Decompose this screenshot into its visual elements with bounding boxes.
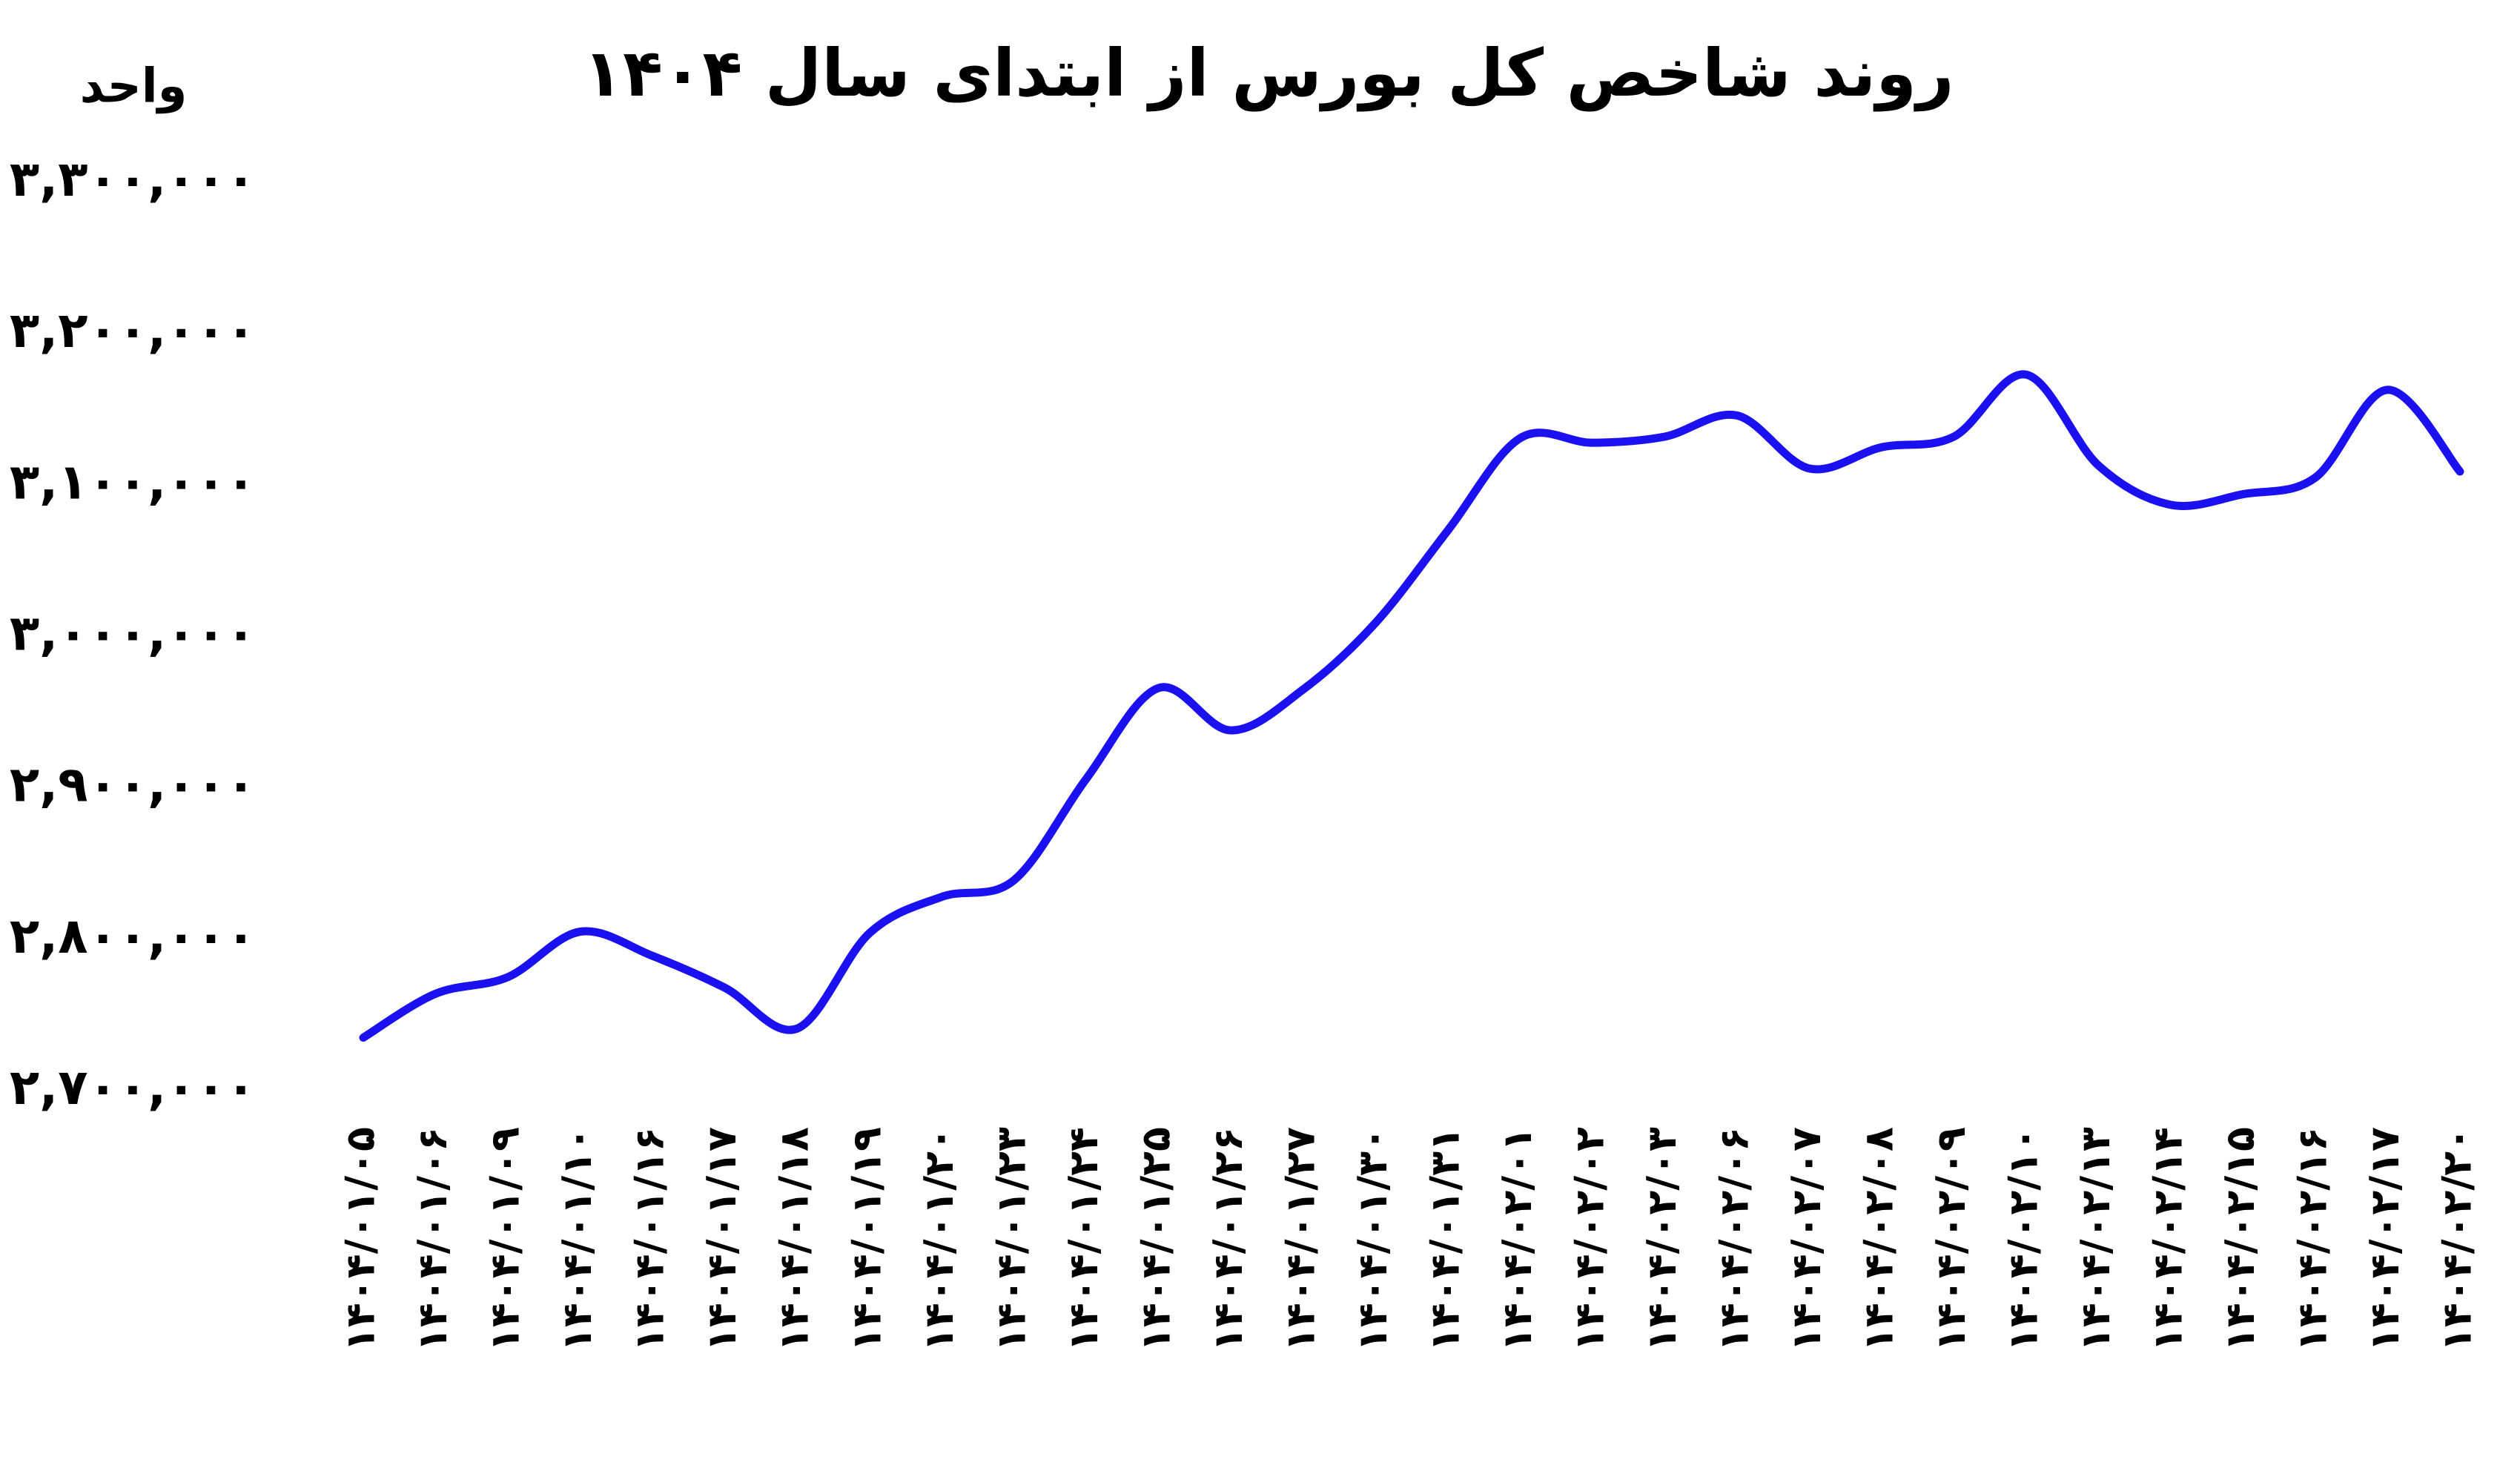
x-tick-label: ۱۴۰۴/۰۱/۲۶ (1205, 1127, 1251, 1352)
y-tick-label: ۳,۲۰۰,۰۰۰ (10, 302, 256, 359)
x-tick-label: ۱۴۰۴/۰۱/۲۰ (916, 1127, 962, 1352)
x-tick-label: ۱۴۰۴/۰۱/۰۵ (337, 1127, 384, 1352)
y-axis-label: واحد (80, 59, 188, 114)
x-tick-label: ۱۴۰۴/۰۱/۲۳ (988, 1127, 1034, 1352)
x-tick-label: ۱۴۰۴/۰۲/۱۴ (2145, 1127, 2192, 1352)
x-tick-label: ۱۴۰۴/۰۲/۱۰ (2000, 1127, 2047, 1352)
x-tick-label: ۱۴۰۴/۰۱/۱۹ (843, 1127, 890, 1352)
x-tick-label: ۱۴۰۴/۰۲/۰۶ (1710, 1127, 1757, 1352)
x-tick-label: ۱۴۰۴/۰۲/۱۳ (2072, 1127, 2119, 1352)
x-tick-label: ۱۴۰۴/۰۱/۱۰ (554, 1127, 601, 1352)
x-tick-label: ۱۴۰۴/۰۱/۱۷ (698, 1127, 745, 1352)
x-tick-label: ۱۴۰۴/۰۱/۱۸ (771, 1127, 818, 1352)
x-tick-label: ۱۴۰۴/۰۲/۰۷ (1783, 1127, 1830, 1352)
x-tick-label: ۱۴۰۴/۰۱/۲۵ (1132, 1127, 1179, 1352)
x-tick-label: ۱۴۰۴/۰۲/۰۳ (1638, 1127, 1685, 1352)
x-tick-label: ۱۴۰۴/۰۲/۰۸ (1856, 1127, 1902, 1352)
x-tick-label: ۱۴۰۴/۰۱/۰۶ (409, 1127, 456, 1352)
x-tick-label: ۱۴۰۴/۰۲/۰۹ (1928, 1127, 1974, 1352)
y-tick-label: ۳,۱۰۰,۰۰۰ (10, 453, 256, 510)
line (359, 370, 2464, 1042)
x-tick-label: ۱۴۰۴/۰۲/۰۲ (1566, 1127, 1613, 1352)
x-tick-label: ۱۴۰۴/۰۲/۲۰ (2434, 1127, 2481, 1352)
x-tick-label: ۱۴۰۴/۰۱/۳۰ (1349, 1127, 1396, 1352)
y-tick-label: ۳,۰۰۰,۰۰۰ (10, 605, 256, 662)
x-tick-label: ۱۴۰۴/۰۱/۱۶ (626, 1127, 673, 1352)
x-tick-label: ۱۴۰۴/۰۲/۱۷ (2361, 1127, 2408, 1352)
x-tick-label: ۱۴۰۴/۰۱/۰۹ (482, 1127, 529, 1352)
x-tick-label: ۱۴۰۴/۰۱/۲۷ (1277, 1127, 1323, 1352)
x-tick-label: ۱۴۰۴/۰۲/۱۶ (2289, 1127, 2336, 1352)
x-tick-label: ۱۴۰۴/۰۱/۲۴ (1060, 1127, 1107, 1352)
y-tick-label: ۳,۳۰۰,۰۰۰ (10, 151, 256, 208)
y-tick-label: ۲,۷۰۰,۰۰۰ (10, 1059, 256, 1116)
chart-title: روند شاخص کل بورس از ابتدای سال ۱۴۰۴ (583, 35, 1954, 112)
y-tick-label: ۲,۸۰۰,۰۰۰ (10, 907, 256, 965)
x-tick-label: ۱۴۰۴/۰۲/۰۱ (1494, 1127, 1541, 1352)
x-tick-label: ۱۴۰۴/۰۱/۳۱ (1421, 1127, 1468, 1352)
x-tick-label: ۱۴۰۴/۰۲/۱۵ (2217, 1127, 2263, 1352)
y-tick-label: ۲,۹۰۰,۰۰۰ (10, 756, 256, 813)
